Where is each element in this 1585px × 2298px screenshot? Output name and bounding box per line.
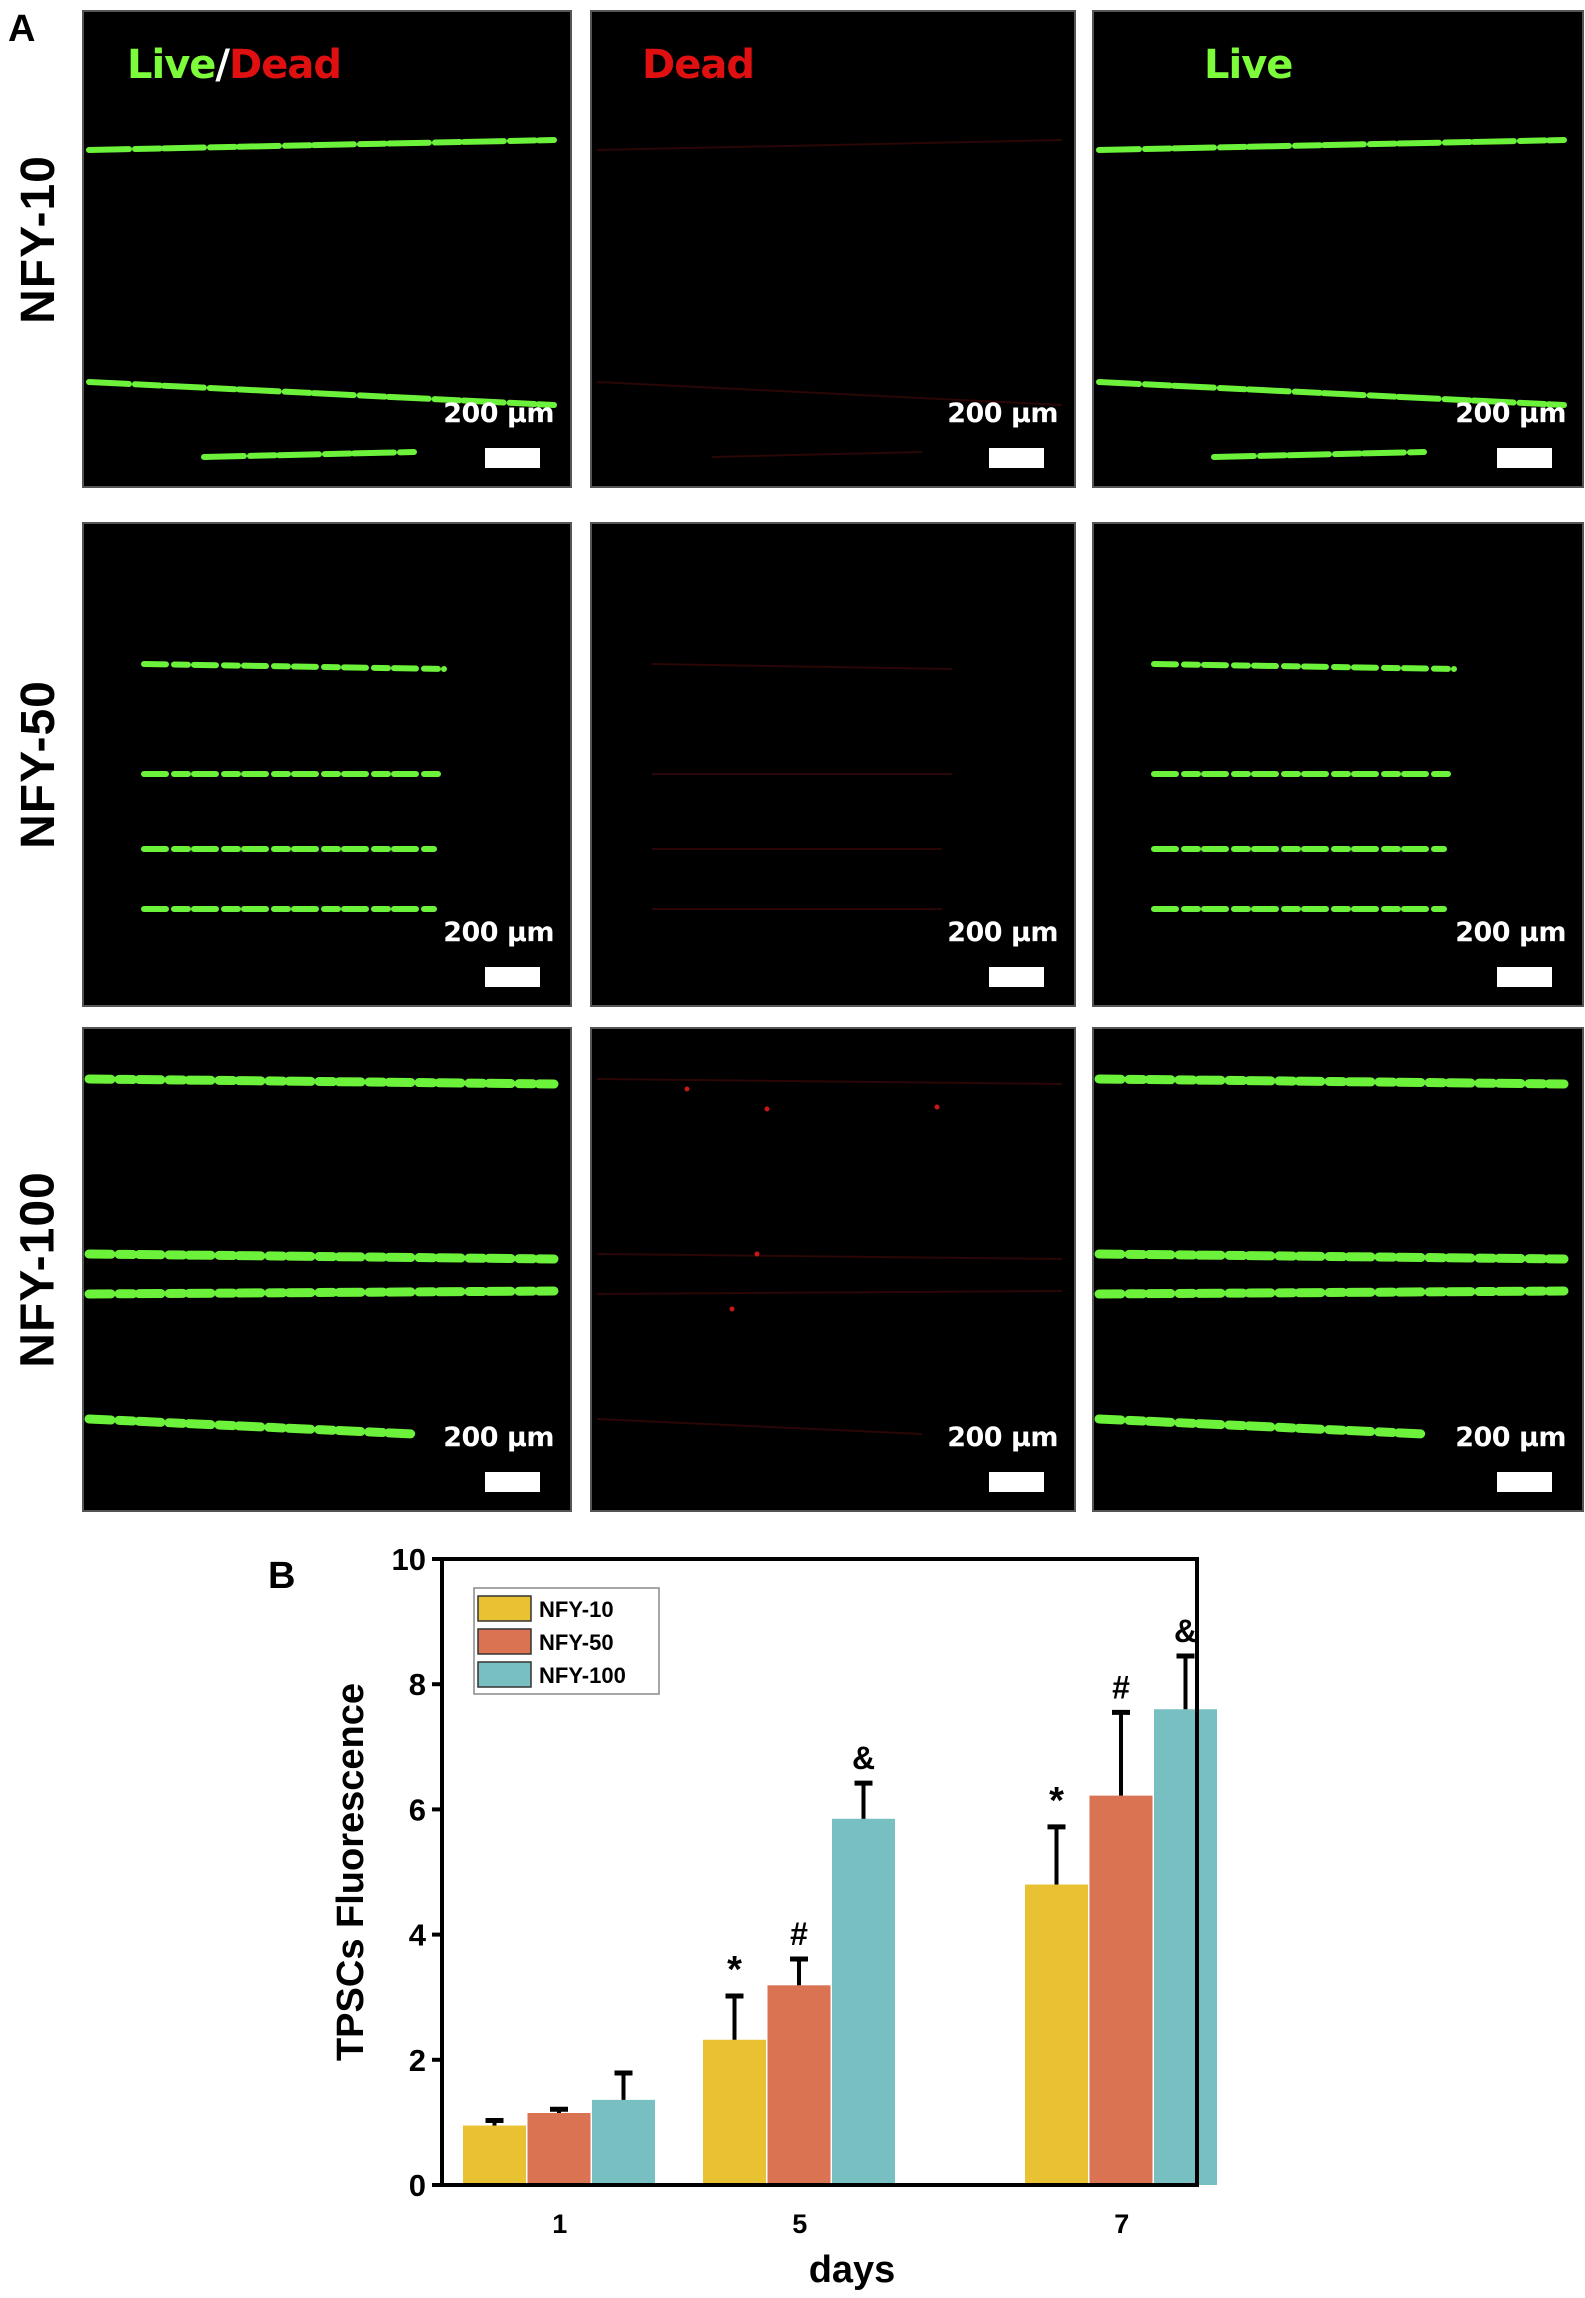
scale-bar — [485, 967, 540, 987]
micrograph-nfy-10-dead: Dead 200 µm — [590, 10, 1076, 488]
y-axis-label: TPSCs Fluorescence — [330, 1683, 372, 2061]
significance-marker: * — [1049, 1780, 1064, 1822]
scale-bar-label: 200 µm — [1455, 398, 1566, 429]
plot-frame — [440, 1557, 1199, 2187]
y-tick-label: 0 — [409, 2168, 426, 2203]
x-tick-label: 7 — [1114, 2209, 1129, 2239]
significance-marker: * — [727, 1949, 742, 1991]
micrograph-nfy-100-dead: 200 µm — [590, 1027, 1076, 1512]
fluorescence-image — [86, 137, 557, 460]
scale-bar — [485, 1472, 540, 1492]
stain-title-part: / — [215, 42, 230, 88]
row-label-nfy-100: NFY-100 — [11, 1171, 65, 1368]
micrograph-nfy-10-live: Live 200 µm — [1092, 10, 1584, 488]
bar-nfy-100-day-7 — [1154, 1709, 1217, 2185]
y-tick-label: 2 — [409, 2043, 426, 2078]
micrograph-nfy-10-merged: Live/Dead 200 µm — [82, 10, 572, 488]
significance-marker: & — [1174, 1613, 1197, 1649]
fluorescence-image — [141, 661, 447, 912]
fluorescence-image — [596, 1078, 1063, 1435]
legend-label: NFY-10 — [539, 1597, 614, 1622]
stain-title-part: Dead — [229, 42, 342, 88]
bar-nfy-100-day-5 — [832, 1818, 895, 2185]
micrograph-nfy-50-merged: 200 µm — [82, 522, 572, 1007]
fluorescence-image — [1151, 661, 1457, 912]
fluorescence-image — [84, 1074, 559, 1439]
micrograph-nfy-100-merged: 200 µm — [82, 1027, 572, 1512]
fluorescence-image — [1094, 1074, 1569, 1439]
bar-nfy-50-day-1 — [527, 2113, 591, 2185]
stain-title-dead: Dead — [642, 42, 755, 88]
bar-nfy-10-day-1 — [463, 2125, 526, 2185]
bar-chart: 1 * # & 5 * # & 7 0 2 4 6 8 10 TPSCs Fluorescence days NF… — [0, 1515, 1585, 2293]
x-tick-label: 5 — [792, 2209, 807, 2239]
scale-bar-label: 200 µm — [947, 1422, 1058, 1453]
legend-swatch-nfy-10 — [477, 1595, 532, 1622]
x-tick-label: 1 — [552, 2209, 567, 2239]
stain-title-part: Live — [1204, 42, 1293, 88]
panel-a-letter: A — [8, 8, 36, 50]
scale-bar — [1497, 448, 1552, 468]
bar-chart-svg: 1 * # & 5 * # & 7 0 2 4 6 8 10 TPSCs Fluorescence days NF… — [330, 1542, 1217, 2291]
y-tick-label: 10 — [392, 1542, 426, 1577]
bar-nfy-50-day-7 — [1089, 1795, 1153, 2185]
panel-b-letter: B — [268, 1555, 296, 1597]
fluorescence-image — [1096, 137, 1567, 460]
significance-marker: # — [1112, 1669, 1130, 1705]
stain-title-live: Live — [1204, 42, 1293, 88]
row-label-nfy-50: NFY-50 — [11, 680, 65, 849]
stain-title-part: Live — [127, 42, 216, 88]
bar-nfy-10-day-7 — [1025, 1884, 1088, 2185]
legend-swatch-nfy-50 — [477, 1628, 532, 1655]
significance-marker: & — [852, 1740, 875, 1776]
bar-nfy-10-day-5 — [703, 2039, 766, 2185]
y-tick-label: 8 — [409, 1667, 426, 1702]
scale-bar-label: 200 µm — [1455, 1422, 1566, 1453]
scale-bar — [1497, 1472, 1552, 1492]
stain-title-merged: Live/Dead — [127, 42, 342, 88]
significance-marker: # — [790, 1916, 808, 1952]
scale-bar-label: 200 µm — [443, 398, 554, 429]
scale-bar-label: 200 µm — [443, 917, 554, 948]
scale-bar — [1497, 967, 1552, 987]
stain-title-part: Dead — [642, 42, 755, 88]
legend-label: NFY-50 — [539, 1630, 614, 1655]
scale-bar — [989, 448, 1044, 468]
scale-bar-label: 200 µm — [947, 917, 1058, 948]
micrograph-nfy-50-live: 200 µm — [1092, 522, 1584, 1007]
x-axis-label: days — [809, 2249, 896, 2291]
row-label-nfy-10: NFY-10 — [11, 155, 65, 324]
scale-bar-label: 200 µm — [443, 1422, 554, 1453]
scale-bar — [989, 967, 1044, 987]
micrograph-nfy-50-dead: 200 µm — [590, 522, 1076, 1007]
legend-label: NFY-100 — [539, 1663, 626, 1688]
scale-bar — [485, 448, 540, 468]
bar-nfy-50-day-5 — [767, 1985, 831, 2185]
scale-bar-label: 200 µm — [947, 398, 1058, 429]
y-tick-label: 4 — [409, 1918, 427, 1953]
y-tick-label: 6 — [409, 1792, 426, 1827]
legend-swatch-nfy-100 — [477, 1661, 532, 1688]
micrograph-nfy-100-live: 200 µm — [1092, 1027, 1584, 1512]
scale-bar-label: 200 µm — [1455, 917, 1566, 948]
bar-nfy-100-day-1 — [592, 2099, 655, 2185]
scale-bar — [989, 1472, 1044, 1492]
fluorescence-image — [651, 663, 953, 910]
fluorescence-image — [596, 139, 1063, 458]
